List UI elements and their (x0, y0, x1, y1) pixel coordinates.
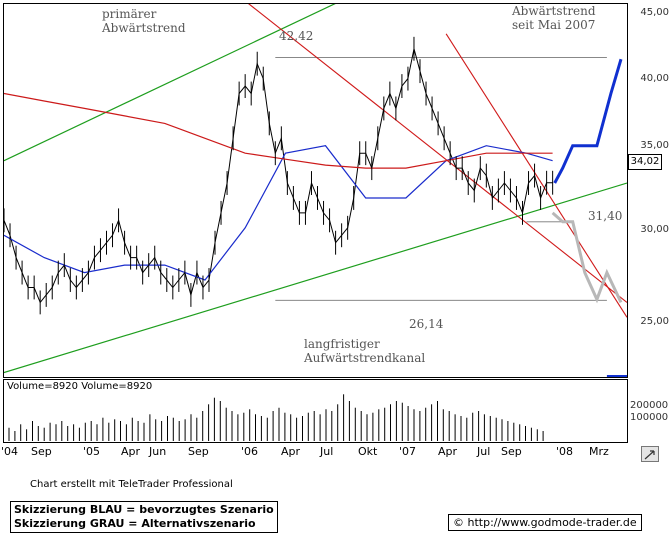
x-tick-apr07: Apr (438, 445, 458, 458)
x-tick-mrz08: Mrz (589, 445, 609, 458)
x-axis: '04 Sep '05 Apr Jun Sep '06 Apr Jul Okt … (1, 444, 628, 462)
price-chart-svg (4, 4, 627, 377)
y-tick-40: 40,00 (640, 73, 669, 84)
volume-tick-100000: 100000 (630, 412, 669, 423)
y-tick-45: 45,00 (640, 7, 669, 18)
volume-label: Volume=8920 Volume=8920 (7, 381, 153, 392)
x-tick-07: '07 (399, 445, 417, 458)
x-tick-sep07: Sep (501, 445, 522, 458)
series-line-1 (4, 145, 553, 281)
x-tick-apr06: Apr (281, 445, 301, 458)
last-price-badge: 34,02 (628, 154, 662, 170)
source-url-link[interactable]: © http://www.godmode-trader.de (448, 514, 642, 531)
series-line-0 (4, 48, 553, 304)
long-channel-label-line1: langfristiger (304, 337, 380, 351)
scenario-line-0 (553, 58, 623, 184)
primary-trend-upper-line (4, 4, 336, 162)
downtrend-label-line2: seit Mai 2007 (512, 18, 596, 32)
y-tick-35: 35,00 (640, 140, 669, 151)
primary-downtrend-line (248, 4, 627, 303)
downtrend-label-line1: Abwärtstrend (512, 4, 596, 18)
volume-axis: 200000 100000 (630, 400, 668, 424)
x-tick-okt06: Okt (358, 445, 378, 458)
x-tick-06: '06 (241, 445, 259, 458)
scenario-line-1 (551, 211, 623, 304)
volume-svg (8, 394, 544, 441)
series-line-2 (4, 92, 553, 169)
y-tick-25: 25,00 (640, 316, 669, 327)
primary-trend-label-line1: primärer (102, 7, 157, 21)
high-level-label: 42,42 (279, 29, 314, 43)
x-tick-05: '05 (83, 445, 101, 458)
long-channel-label: langfristiger Aufwärtstrendkanal (304, 337, 425, 365)
x-tick-08: '08 (556, 445, 574, 458)
legend-grey: Skizzierung GRAU = Alternativszenario (14, 517, 256, 530)
x-tick-sep04: Sep (31, 445, 52, 458)
scroll-arrow-icon[interactable] (641, 446, 659, 462)
volume-panel: Volume=8920 Volume=8920 (3, 379, 628, 443)
scroll-arrow-glyph (644, 450, 655, 460)
primary-trend-label: primärer Abwärtstrend (102, 7, 186, 35)
x-tick-04: '04 (1, 445, 19, 458)
low-level-label: 26,14 (409, 317, 444, 331)
long-channel-lower-line (4, 182, 627, 374)
legend-blue: Skizzierung BLAU = bevorzugtes Szenario (14, 503, 274, 516)
x-tick-sep05: Sep (188, 445, 209, 458)
chart-credit: Chart erstellt mit TeleTrader Profession… (30, 479, 233, 490)
mid-level-label: 31,40 (588, 209, 623, 223)
scenario-legend: Skizzierung BLAU = bevorzugtes Szenario … (10, 501, 278, 533)
x-tick-jul06: Jul (320, 445, 334, 458)
downtrend-since-may-line (445, 33, 627, 318)
x-tick-jul07: Jul (477, 445, 491, 458)
x-tick-jun05: Jun (149, 445, 167, 458)
primary-trend-label-line2: Abwärtstrend (102, 21, 186, 35)
y-axis: 45,00 40,00 35,00 30,00 25,00 (630, 3, 669, 378)
long-channel-label-line2: Aufwärtstrendkanal (304, 351, 426, 365)
downtrend-since-label: Abwärtstrend seit Mai 2007 (512, 4, 596, 32)
x-tick-apr05: Apr (121, 445, 141, 458)
price-chart-panel: primärer Abwärtstrend Abwärtstrend seit … (3, 3, 628, 378)
y-tick-30: 30,00 (640, 224, 669, 235)
volume-tick-200000: 200000 (630, 400, 669, 411)
